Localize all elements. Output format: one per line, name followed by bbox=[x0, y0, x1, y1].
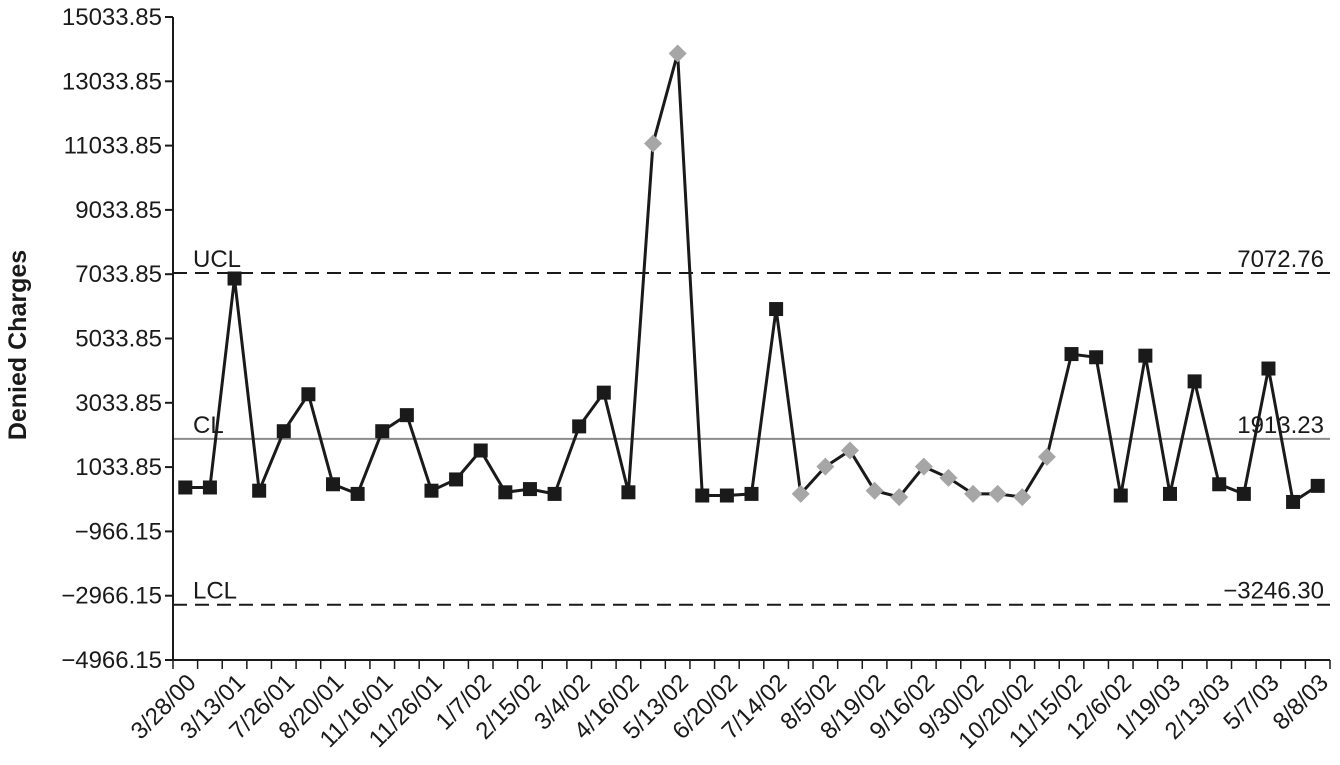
y-tick-label: −4966.15 bbox=[61, 647, 162, 674]
y-tick-label: 13033.85 bbox=[62, 68, 162, 95]
data-point-diamond bbox=[1013, 488, 1032, 507]
data-point-square bbox=[1162, 486, 1177, 501]
x-tick-label: 8/8/03 bbox=[1268, 669, 1334, 735]
series-line bbox=[185, 53, 1319, 505]
data-point-square bbox=[744, 486, 759, 501]
data-point-square bbox=[1236, 486, 1251, 501]
data-point-square bbox=[621, 485, 636, 500]
data-point-square bbox=[1089, 350, 1104, 365]
data-point-square bbox=[350, 486, 365, 501]
y-tick-label: 1033.85 bbox=[75, 454, 162, 481]
data-point-square bbox=[1064, 347, 1079, 362]
data-point-square bbox=[547, 486, 562, 501]
axes: 15033.85 13033.85 11033.85 9033.85 7033.85 50… bbox=[61, 4, 1334, 754]
data-point-square bbox=[596, 385, 611, 400]
data-point-square bbox=[1310, 478, 1325, 493]
data-point-diamond bbox=[939, 468, 958, 487]
data-point-diamond bbox=[668, 44, 687, 63]
data-point-diamond bbox=[914, 457, 933, 476]
y-tick-label: 11033.85 bbox=[64, 133, 162, 160]
ref-label-ucl: UCL bbox=[193, 246, 241, 273]
ref-value-ucl: 7072.76 bbox=[1237, 246, 1324, 273]
data-point-diamond bbox=[816, 457, 835, 476]
ref-value-lcl: −3246.30 bbox=[1223, 578, 1324, 605]
data-point-square bbox=[695, 488, 710, 503]
data-point-square bbox=[522, 482, 537, 497]
data-point-square bbox=[276, 424, 291, 439]
y-tick-label: 9033.85 bbox=[75, 197, 162, 224]
data-point-square bbox=[424, 483, 439, 498]
y-tick-label: −2966.15 bbox=[61, 583, 162, 610]
data-point-square bbox=[1212, 477, 1227, 492]
data-point-diamond bbox=[964, 484, 983, 503]
data-point-square bbox=[227, 271, 242, 286]
data-point-square bbox=[1187, 374, 1202, 389]
data-point-square bbox=[719, 488, 734, 503]
data-point-square bbox=[202, 480, 217, 495]
data-point-square bbox=[301, 387, 316, 402]
data-point-square bbox=[1261, 361, 1276, 376]
y-tick-label: 3033.85 bbox=[75, 390, 162, 417]
data-point-diamond bbox=[791, 484, 810, 503]
y-tick-label: −966.15 bbox=[75, 518, 162, 545]
x-tick-label: 5/7/03 bbox=[1218, 669, 1284, 735]
data-point-square bbox=[252, 483, 267, 498]
data-point-square bbox=[498, 485, 513, 500]
data-series bbox=[178, 44, 1325, 509]
data-point-square bbox=[473, 443, 488, 458]
y-tick-label: 7033.85 bbox=[75, 261, 162, 288]
data-point-square bbox=[769, 302, 784, 317]
data-point-diamond bbox=[644, 134, 663, 153]
data-point-square bbox=[178, 480, 193, 495]
data-point-diamond bbox=[865, 481, 884, 500]
data-point-square bbox=[399, 408, 414, 423]
y-tick-label: 5033.85 bbox=[75, 326, 162, 353]
data-point-square bbox=[1113, 488, 1128, 503]
data-point-diamond bbox=[988, 484, 1007, 503]
data-point-square bbox=[572, 419, 587, 434]
data-point-diamond bbox=[1037, 447, 1056, 466]
data-point-square bbox=[1138, 348, 1153, 363]
data-point-diamond bbox=[840, 441, 859, 460]
data-point-square bbox=[1286, 494, 1301, 509]
data-point-square bbox=[375, 424, 390, 439]
y-tick-label: 15033.85 bbox=[62, 4, 162, 31]
ref-label-lcl: LCL bbox=[193, 578, 237, 605]
data-point-diamond bbox=[890, 488, 909, 507]
data-point-square bbox=[449, 472, 464, 487]
y-axis-title: Denied Charges bbox=[4, 250, 32, 440]
data-point-square bbox=[326, 477, 341, 492]
